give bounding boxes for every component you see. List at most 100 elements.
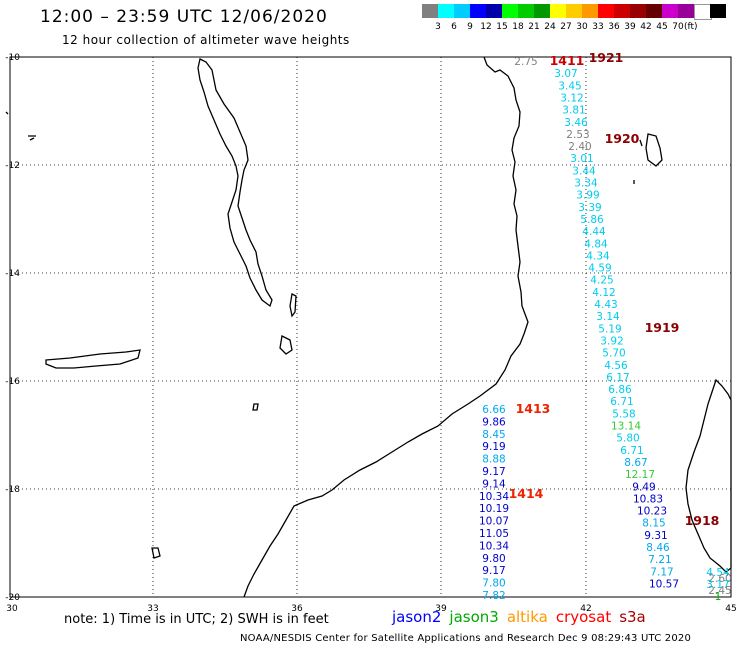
longitude-label: 42 [580,604,591,614]
coastline-small-lake-3 [252,403,259,411]
wave-height-value: 8.15 [642,518,665,530]
wave-height-value: 5.58 [612,408,635,420]
wave-height-value: 4.44 [582,226,606,238]
wave-height-value: 5.70 [602,348,625,360]
longitude-label: 39 [435,604,447,614]
scale-label: 45 [656,22,668,32]
scale-swatch [646,4,662,18]
legend-item-cryosat: cryosat [555,608,612,626]
wave-height-value: 8.45 [482,429,505,441]
scale-swatch [454,4,470,18]
wave-height-value: 10.19 [479,503,509,515]
legend-item-jason2: jason2 [392,608,442,626]
wave-height-value: 5.19 [598,323,621,335]
pass-id-label: 1921 [589,50,624,65]
scale-swatch [582,4,598,18]
pass-id-label: 1920 [605,131,640,146]
scale-label: 18 [512,22,524,32]
scale-swatch [438,4,454,18]
wave-height-value: 6.86 [608,384,632,396]
wave-height-value: 3.14 [596,311,620,323]
wave-height-value: 9.49 [632,481,655,493]
axis-labels: 30 33 36 39 42 45 -10 -12 -14 -16 -18 -20 [5,53,736,614]
scale-swatch [470,4,486,18]
credit-line: NOAA/NESDIS Center for Satellite Applica… [240,633,692,644]
wave-height-value: 10.57 [649,578,679,590]
wave-height-value: 4.12 [592,287,615,299]
scale-label: 42 [640,22,652,32]
wave-height-value: 3.92 [600,335,623,347]
wave-height-value: 6.71 [620,445,643,457]
wave-height-value: 10.23 [637,506,667,518]
coastline-small-lake [289,293,297,318]
satellite-legend: jason2 jason3 altika cryosat s3a [392,608,654,626]
wave-height-value: 5.80 [616,433,639,445]
scale-swatch [422,4,438,18]
scale-swatch [662,4,678,18]
wave-height-value: 2.75 [514,56,537,68]
scale-swatch [534,4,550,18]
wave-height-value: 10.83 [633,493,663,505]
wave-height-value: 6.71 [610,396,633,408]
map-title: 12:00 – 23:59 UTC 12/06/2020 [40,7,328,27]
wave-height-value: 13.14 [611,421,641,433]
scale-label: 27 [560,22,572,32]
map-subtitle: 12 hour collection of altimeter wave hei… [62,33,350,47]
coastline-small-lake-2 [151,547,161,559]
coastline-madagascar [685,378,732,573]
wave-height-value: 4.25 [590,275,613,287]
scale-swatch [566,4,582,18]
wave-height-value: 6.17 [606,372,629,384]
wave-height-value: 10.34 [479,540,509,552]
scale-label: 30 [576,22,588,32]
map-frame [9,56,732,598]
latitude-label: -12 [5,161,20,171]
scale-swatch [710,4,726,18]
scale-unit: (ft) [684,22,698,32]
wave-height-value: 8.46 [646,542,670,554]
wave-height-value: 9.17 [482,466,505,478]
scale-swatch [630,4,646,18]
altimeter-tracks: 2.75 3.073.453.123.813.462.532.403.013.44… [479,56,732,603]
wave-height-value: 9.17 [482,565,505,577]
legend-item-s3a: s3a [619,608,646,626]
wave-height-value: 3.07 [554,68,577,80]
wave-height-value: 3.81 [562,105,585,117]
scale-swatch [598,4,614,18]
latitude-label: -10 [5,53,20,63]
scale-label: 33 [592,22,604,32]
scale-swatch [550,4,566,18]
wave-height-value: 10.34 [479,491,509,503]
longitude-label: 36 [291,604,303,614]
coastline-comoros-island [645,133,663,167]
scale-label: 70 [672,22,684,32]
wave-height-value: 1 [715,591,722,603]
wave-height-value: 11.05 [479,528,509,540]
wave-height-value: 12.17 [625,469,655,481]
wave-height-value: 3.17 [706,579,729,591]
wave-height-value: 3.12 [560,92,583,104]
wave-height-value: 9.19 [482,441,505,453]
wave-height-value: 4.59 [588,263,611,275]
legend-item-jason3: jason3 [449,608,499,626]
wave-height-value: 3.44 [572,165,596,177]
coastline-lake-bangweulu [45,349,141,369]
scale-label: 6 [451,22,457,32]
scale-label: 3 [435,22,441,32]
latitude-label: -14 [5,269,20,279]
wave-height-value: 4.84 [584,238,608,250]
wave-height-value: 9.31 [644,530,667,542]
longitude-label: 33 [147,604,158,614]
wave-height-value: 2.60 [708,573,731,585]
wave-height-value: 4.43 [594,299,617,311]
wave-height-value: 3.99 [576,190,599,202]
scale-label: 21 [528,22,540,32]
wave-height-value: 2.40 [568,141,591,153]
latitude-label: -16 [5,377,20,387]
wave-height-value: 9.14 [482,478,506,490]
wave-height-value: 4.54 [706,567,730,579]
coastline-lake-chiuta [279,335,293,355]
wave-height-value: 9.86 [482,416,506,428]
coastline-lake-malawi [197,58,273,308]
